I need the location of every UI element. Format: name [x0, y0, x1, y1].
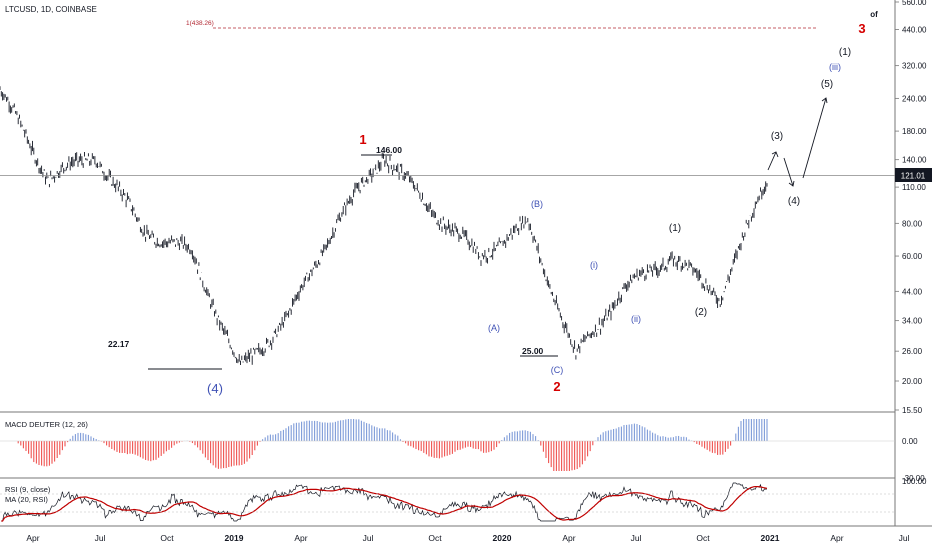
price-axis: 560.00 440.00 320.00 240.00 180.00 140.00 110.… [895, 0, 927, 415]
level-22-label: 22.17 [108, 339, 130, 349]
time-tick-label: Apr [294, 533, 307, 543]
time-tick-label: Jul [95, 533, 106, 543]
rsi-tick-100: 100.00 [902, 477, 927, 486]
wave-label-iii: (iii) [829, 62, 841, 72]
price-tick-label: 26.00 [902, 347, 923, 356]
projection-arrow-4 [783, 157, 794, 187]
wave-label-2-minor: (2) [695, 307, 707, 318]
projection-arrow-5 [802, 97, 827, 179]
projection-arrowhead-4 [788, 180, 795, 187]
price-tick-label: 20.00 [902, 377, 923, 386]
target-label: 1(438.26) [186, 20, 214, 27]
time-tick-label: Jul [363, 533, 374, 543]
wave-label-3-minor: (3) [771, 131, 783, 142]
price-tick-label: 320.00 [902, 62, 927, 71]
level-146-label: 146.00 [376, 145, 402, 155]
time-tick-label: Oct [160, 533, 174, 543]
macd-label: MACD DEUTER (12, 26) [5, 420, 88, 429]
current-price-badge [895, 168, 932, 182]
symbol-label: LTCUSD, 1D, COINBASE [5, 5, 97, 14]
price-tick-label: 44.00 [902, 287, 923, 296]
time-tick-label: Oct [428, 533, 442, 543]
projection-arrowhead-5 [821, 97, 828, 104]
wave-label-1-top: (1) [839, 47, 851, 58]
wave-label-B: (B) [531, 199, 543, 209]
macd-tick-zero: 0.00 [902, 437, 918, 446]
wave-label-of: of [870, 10, 878, 19]
wave-label-1: 1 [359, 132, 366, 147]
price-tick-label: 15.50 [902, 406, 923, 415]
time-tick-label: Apr [830, 533, 843, 543]
wave-label-ii: (ii) [631, 314, 641, 324]
price-tick-label: 440.00 [902, 25, 927, 34]
time-tick-label: 2020 [493, 533, 512, 543]
price-tick-label: 560.00 [902, 0, 927, 7]
level-25-label: 25.00 [522, 346, 544, 356]
wave-label-5-minor: (5) [821, 79, 833, 90]
price-tick-label: 60.00 [902, 252, 923, 261]
rsi-line [1, 482, 768, 522]
time-tick-label: 2019 [225, 533, 244, 543]
wave-label-i: (i) [590, 260, 598, 270]
price-tick-label: 34.00 [902, 317, 923, 326]
time-tick-label: 2021 [761, 533, 780, 543]
wave-label-1-minor: (1) [669, 223, 681, 234]
rsi-lines [1, 482, 768, 522]
wave-label-3: 3 [858, 21, 865, 36]
price-tick-label: 180.00 [902, 127, 927, 136]
rsi-ma-label: MA (20, RSI) [5, 495, 48, 504]
wave-label-4-minor: (4) [788, 196, 800, 207]
macd-tick-neg: -30.00 [902, 474, 925, 483]
wave-label-4-major: (4) [207, 381, 223, 396]
time-tick-label: Jul [631, 533, 642, 543]
price-tick-label: 80.00 [902, 219, 923, 228]
price-tick-label: 110.00 [902, 183, 926, 192]
rsi-ma-line [1, 486, 768, 522]
time-axis: Apr Jul Oct 2019 Apr Jul Oct 2020 Apr Jul Oct 2021 A… [26, 533, 909, 543]
time-tick-label: Apr [562, 533, 575, 543]
time-tick-label: Oct [696, 533, 710, 543]
time-tick-label: Jul [899, 533, 910, 543]
rsi-label: RSI (9, close) [5, 485, 51, 494]
price-tick-label: 240.00 [902, 94, 927, 103]
macd-histogram [17, 419, 768, 471]
wave-label-2: 2 [553, 379, 560, 394]
projection-arrowhead-3 [771, 151, 779, 158]
price-tick-label: 140.00 [902, 156, 927, 165]
projection-arrow-3 [767, 151, 777, 171]
candlestick-series [0, 86, 768, 366]
current-price-value: 121.01 [901, 172, 926, 181]
time-tick-label: Apr [26, 533, 39, 543]
wave-label-A: (A) [488, 323, 500, 333]
wave-label-C: (C) [551, 365, 564, 375]
